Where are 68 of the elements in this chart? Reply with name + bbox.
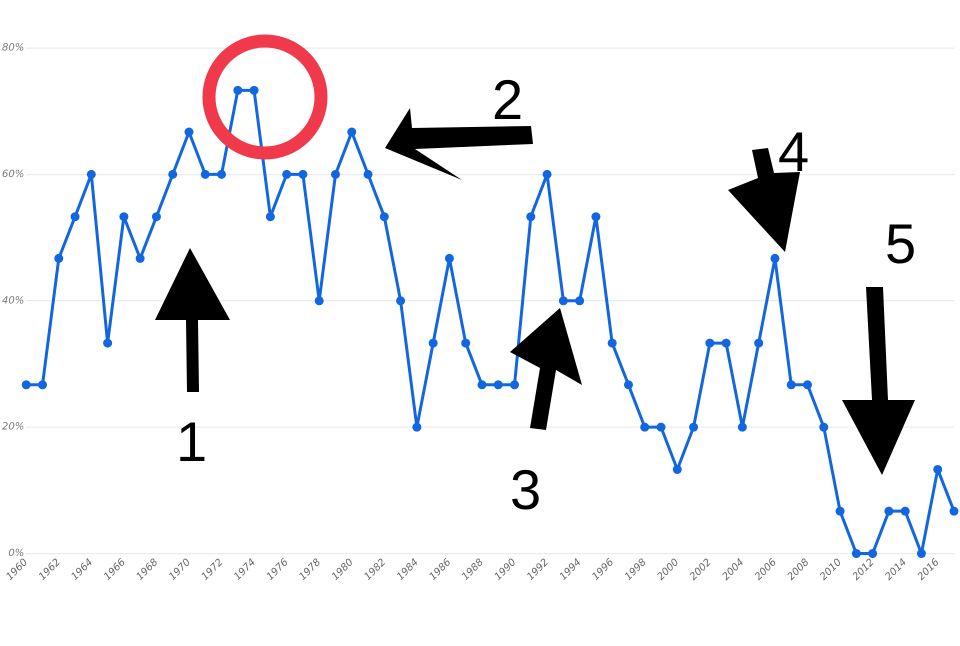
- point: [314, 296, 324, 306]
- point: [22, 380, 31, 390]
- point: [266, 212, 275, 222]
- point: [168, 170, 178, 179]
- point: [526, 212, 536, 222]
- point: [916, 549, 926, 558]
- annotation: 5: [885, 212, 916, 275]
- point: [136, 254, 145, 263]
- point: [672, 464, 682, 474]
- point: [786, 380, 796, 390]
- point: [575, 296, 584, 306]
- point: [640, 422, 650, 432]
- point: [950, 506, 958, 516]
- point: [200, 170, 210, 179]
- point: [298, 170, 308, 179]
- point: [380, 212, 389, 222]
- point: [608, 338, 617, 348]
- point: [444, 254, 454, 263]
- point: [510, 380, 520, 390]
- point: [217, 170, 226, 179]
- y-tick-label: 20%: [2, 422, 24, 433]
- point: [396, 296, 406, 306]
- point: [542, 170, 552, 179]
- point: [282, 170, 292, 179]
- annotation: 1: [176, 410, 208, 473]
- point: [152, 212, 161, 222]
- point: [347, 128, 356, 137]
- point: [233, 86, 242, 95]
- point: [836, 506, 845, 516]
- point: [330, 170, 340, 179]
- point: [624, 380, 633, 390]
- point: [461, 338, 470, 348]
- point: [852, 549, 861, 558]
- point: [738, 422, 747, 432]
- y-tick-label: 80%: [2, 42, 24, 54]
- annotation: 4: [778, 120, 810, 183]
- point: [819, 422, 828, 432]
- y-tick-label: 0%: [8, 548, 24, 560]
- point: [364, 170, 373, 179]
- y-tick-label: 60%: [2, 168, 24, 180]
- point: [250, 86, 259, 95]
- annotation: 3: [510, 458, 542, 521]
- point: [184, 128, 194, 137]
- point: [428, 338, 438, 348]
- point: [900, 506, 910, 516]
- point: [933, 464, 942, 474]
- point: [54, 254, 64, 263]
- point: [412, 422, 422, 432]
- point: [656, 422, 666, 432]
- point: [770, 254, 780, 263]
- point: [754, 338, 764, 348]
- point: [86, 170, 96, 179]
- point: [722, 338, 731, 348]
- point: [119, 212, 128, 222]
- point: [591, 212, 600, 222]
- point: [103, 338, 112, 348]
- point: [884, 506, 894, 516]
- point: [868, 549, 878, 558]
- point: [477, 380, 486, 390]
- point: [70, 212, 80, 222]
- annotation: 2: [492, 68, 524, 131]
- point: [38, 380, 48, 390]
- point: [803, 380, 812, 390]
- point: [558, 296, 568, 306]
- point: [494, 380, 503, 390]
- y-tick-label: 40%: [2, 295, 24, 306]
- point: [705, 338, 714, 348]
- point: [689, 422, 698, 432]
